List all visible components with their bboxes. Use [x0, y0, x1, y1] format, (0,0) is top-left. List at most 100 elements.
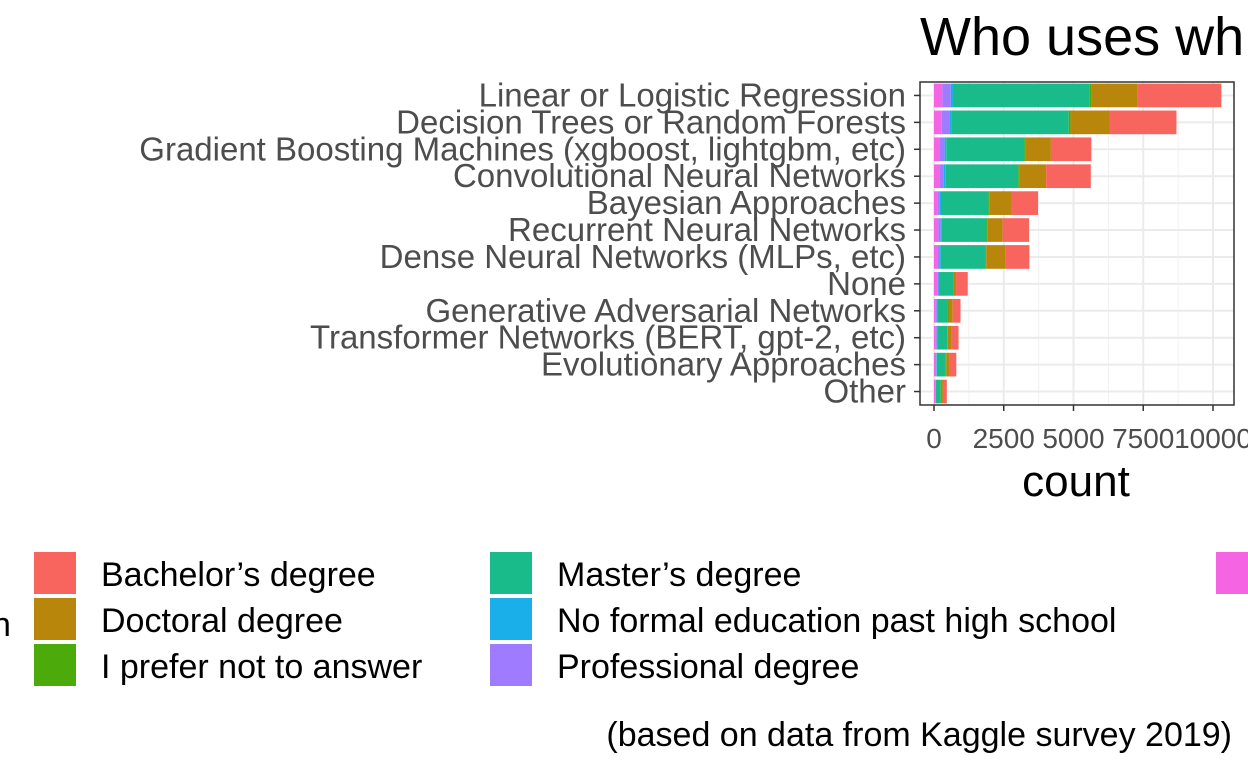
bar-segment [941, 110, 950, 135]
legend-key [490, 598, 532, 640]
bar-segment [937, 325, 948, 350]
bar-segment [952, 83, 1090, 108]
bar-segment [951, 325, 959, 350]
bar-segment [944, 137, 947, 162]
bar-segment [939, 272, 953, 296]
bar-segment [1025, 137, 1051, 162]
legend-label: Bachelor’s degree [101, 556, 376, 594]
y-tick-label: Evolutionary Approaches [541, 346, 906, 383]
bar-segment [1046, 164, 1091, 189]
y-tick-label: Generative Adversarial Networks [425, 292, 906, 329]
bar-segment [1091, 83, 1138, 108]
bar-segment [934, 379, 936, 404]
bar-segment [1070, 110, 1110, 135]
bar-segment [936, 325, 938, 350]
bar-segment [937, 245, 940, 269]
bar-segment [951, 110, 1069, 135]
legend-label: Professional degree [557, 648, 859, 686]
bars [934, 83, 1222, 404]
y-tick-label: Linear or Logistic Regression [479, 76, 906, 113]
bar-segment [934, 245, 938, 269]
x-tick-label: 10000 [1174, 423, 1248, 454]
x-tick-label: 7500 [1112, 423, 1174, 454]
bar-segment [934, 218, 939, 242]
bar-segment [934, 83, 943, 108]
bar-segment [947, 298, 949, 323]
bar-segment [950, 83, 953, 108]
y-tick-label: None [827, 265, 906, 302]
bar-segment [934, 325, 936, 350]
bar-segment [941, 218, 987, 242]
bar-segment [935, 298, 937, 323]
bar-segment [1019, 164, 1047, 189]
bar-segment [939, 164, 944, 189]
legend-label: I prefer not to answer [101, 648, 422, 686]
bar-segment [1109, 110, 1177, 135]
bar-segment [1068, 110, 1071, 135]
bar-segment [945, 164, 1019, 189]
bar-segment [942, 379, 947, 404]
x-axis: 0 2500 5000 7500 10000 [926, 405, 1248, 454]
bar-segment [939, 191, 941, 215]
bar-segment [946, 352, 950, 377]
bar-segment [1011, 191, 1039, 215]
legend-key [490, 552, 532, 594]
bar-segment [949, 352, 957, 377]
bar-segment [934, 137, 940, 162]
chart-title: Who uses wh [920, 7, 1244, 67]
bar-segment [956, 272, 968, 296]
bar-segment [953, 272, 957, 296]
bar-segment [1050, 137, 1092, 162]
bar-segment [940, 379, 943, 404]
bar-segment [934, 110, 942, 135]
bar-segment [940, 245, 986, 269]
bar-segment [940, 218, 942, 242]
bar-segment [1005, 245, 1030, 269]
legend-key [34, 552, 76, 594]
bar-segment [1137, 83, 1222, 108]
bar-segment [949, 110, 952, 135]
bar-segment [946, 137, 1025, 162]
legend-key [1216, 552, 1248, 594]
bar-segment [939, 245, 941, 269]
bar-segment [952, 272, 954, 296]
legend-label: No formal education past high school [557, 602, 1116, 640]
bar-segment [986, 218, 988, 242]
bar-segment [936, 352, 937, 377]
bar-segment [934, 164, 940, 189]
panel-background [920, 82, 1234, 405]
bar-segment [1002, 218, 1030, 242]
bar-segment [937, 272, 939, 296]
x-tick-label: 5000 [1042, 423, 1104, 454]
bar-segment [937, 191, 940, 215]
bar-segment [945, 352, 947, 377]
bar-segment [934, 191, 938, 215]
bar-segment [948, 298, 953, 323]
bar-segment [947, 325, 948, 350]
bar-segment [934, 298, 936, 323]
bar-segment [947, 325, 952, 350]
legend: Bachelor’s degree Doctoral degree I prefer… [34, 552, 1248, 686]
bar-segment [952, 298, 961, 323]
bar-segment [935, 379, 941, 404]
y-tick-label: Transformer Networks (BERT, gpt-2, etc) [310, 319, 906, 356]
bar-segment [938, 218, 941, 242]
bar-segment [936, 352, 946, 377]
y-tick-label: Decision Trees or Random Forests [396, 103, 906, 140]
y-tick-label: Bayesian Approaches [587, 184, 906, 221]
bar-segment [985, 245, 987, 269]
legend-key [34, 644, 76, 686]
y-tick-label: Other [823, 373, 906, 410]
bar-segment [934, 352, 936, 377]
legend-label: Doctoral degree [101, 602, 343, 640]
bar-segment [935, 379, 936, 404]
y-tick-label: Dense Neural Networks (MLPs, etc) [380, 238, 906, 275]
bar-segment [986, 245, 1006, 269]
bar-segment [989, 191, 1012, 215]
caption: (based on data from Kaggle survey 2019) [606, 716, 1232, 754]
panel-border [919, 81, 1235, 406]
bar-segment [935, 325, 937, 350]
bar-segment [1018, 164, 1020, 189]
